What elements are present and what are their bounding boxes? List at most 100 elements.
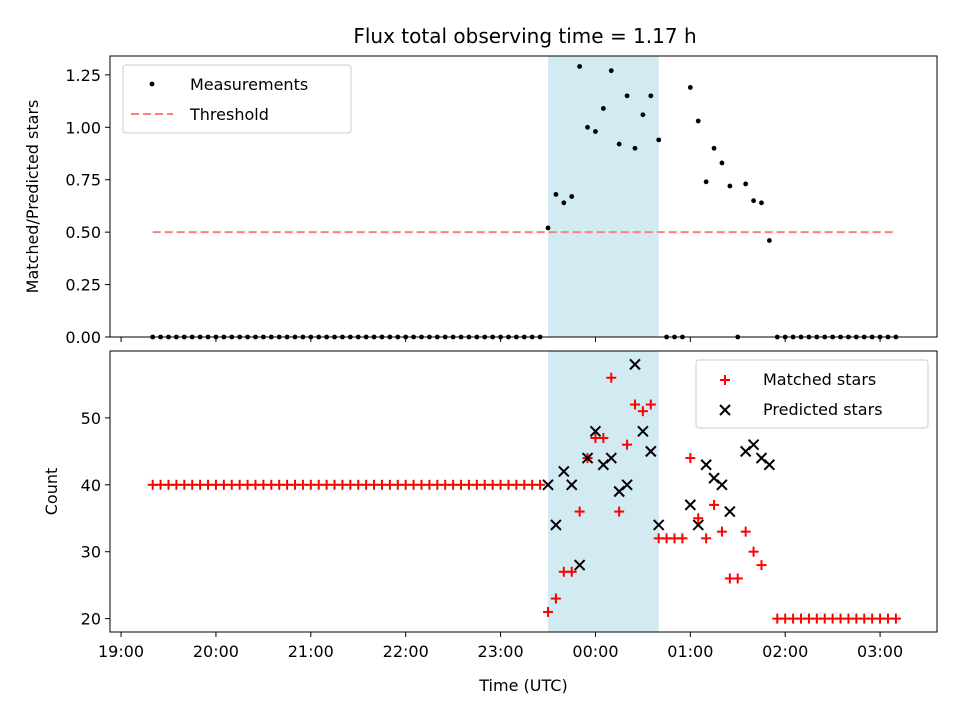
top-legend: Measurements Threshold (122, 64, 352, 134)
measurement-point-56 (593, 129, 598, 134)
predicted-point-15-b (684, 499, 697, 511)
chart-title: Flux total observing time = 1.17 h (353, 24, 696, 48)
matched-point-68 (685, 453, 696, 464)
bottom-y-tick-label-2: 40 (81, 476, 101, 495)
top-panel: 0.00 0.25 0.50 0.75 1.00 1.25 Matched/Predict… (23, 55, 938, 347)
predicted-point-12 (637, 425, 649, 437)
measurement-point-75 (743, 181, 749, 187)
measurement-point-69 (695, 118, 701, 124)
bottom-y-axis-label: Count (42, 468, 61, 516)
bottom-legend: Matched stars Predicted stars (695, 359, 929, 429)
measurement-point-60 (624, 93, 630, 99)
predicted-point-16-b (692, 519, 704, 531)
matched-point-60 (622, 439, 633, 450)
matched-point-51 (550, 593, 561, 604)
top-legend-box (122, 64, 352, 134)
predicted-point-3 (566, 479, 578, 491)
matched-point-54 (574, 506, 585, 517)
predicted-point-1 (550, 519, 562, 531)
top-y-tick-label-2: 0.50 (65, 223, 101, 242)
matched-point-58 (606, 372, 617, 383)
predicted-point-12-b (637, 425, 649, 437)
bottom-panel: 20 30 40 50 19:00 20:00 21:00 22:00 23:00 00:00 0… (42, 350, 938, 695)
measurement-point-52 (561, 200, 567, 206)
top-y-tick-label-1: 0.25 (65, 276, 101, 295)
matched-point-69 (693, 513, 704, 524)
matched-point-67 (677, 533, 688, 544)
matched-point-59 (614, 506, 625, 517)
measurement-point-57 (600, 106, 606, 111)
legend-predicted-marker (719, 404, 731, 416)
predicted-point-13-b (645, 445, 657, 458)
matched-point-57 (598, 432, 609, 443)
measurement-point-62 (640, 112, 646, 118)
matched-point-74 (732, 573, 743, 584)
matched-point-77 (756, 560, 767, 571)
bottom-x-ticks: 19:00 20:00 21:00 22:00 23:00 00:00 01:00 02:00… (98, 632, 903, 661)
predicted-point-13 (645, 445, 657, 458)
measurement-point-54 (577, 64, 583, 69)
bottom-y-tick-label-1: 30 (81, 543, 101, 562)
matched-point-61 (629, 399, 640, 410)
bottom-legend-box (695, 359, 929, 429)
predicted-point-5-b (581, 452, 594, 464)
matched-point-76 (748, 546, 759, 557)
predicted-point-10-b (621, 479, 633, 491)
measurement-point-55 (585, 124, 590, 130)
top-y-tick-label-3: 0.75 (65, 171, 101, 190)
matched-point-63 (645, 399, 656, 410)
legend-matched-marker (720, 375, 730, 385)
measurement-point-78 (766, 238, 772, 243)
bottom-x-tick-label-3: 22:00 (383, 642, 429, 661)
matched-point-71 (709, 499, 720, 510)
matched-point-70 (701, 533, 712, 544)
predicted-point-2 (558, 465, 570, 478)
measurement-point-72 (719, 160, 725, 166)
predicted-point-5 (581, 452, 594, 464)
predicted-point-4 (573, 559, 586, 571)
bottom-x-tick-label-7: 02:00 (762, 642, 808, 661)
predicted-point-17-b (700, 459, 712, 471)
measurement-point-59 (616, 141, 622, 147)
top-y-axis-label: Matched/Predicted stars (23, 100, 42, 294)
predicted-point-18-b (708, 472, 720, 484)
measurement-point-76 (751, 198, 756, 204)
predicted-point-20-b (724, 505, 736, 518)
predicted-point-16 (692, 519, 704, 531)
predicted-point-20 (724, 505, 736, 518)
matched-point-50 (543, 606, 554, 617)
bottom-x-tick-label-1: 20:00 (193, 642, 239, 661)
predicted-point-17 (700, 459, 712, 471)
measurement-point-51 (553, 192, 559, 197)
matched-point-72 (716, 526, 727, 537)
predicted-point-8-b (605, 452, 617, 464)
legend-matched-label: Matched stars (763, 370, 876, 389)
bottom-x-tick-label-0: 19:00 (98, 642, 144, 661)
measurement-point-77 (759, 200, 764, 206)
predicted-point-1-b (550, 519, 562, 531)
matched-point-75 (740, 526, 751, 537)
measurement-point-70 (703, 179, 709, 185)
bottom-x-tick-label-5: 00:00 (572, 642, 618, 661)
predicted-point-24 (763, 459, 776, 471)
predicted-point-15 (684, 499, 697, 511)
measurement-point-63 (648, 93, 654, 99)
top-y-ticks: 0.00 0.25 0.50 0.75 1.00 1.25 (65, 66, 110, 347)
top-x-ticks (120, 337, 881, 342)
matched-point-62 (637, 406, 648, 417)
predicted-point-6 (589, 425, 602, 437)
predicted-point-0-b (542, 479, 554, 491)
matched-point-53 (566, 566, 577, 577)
top-y-tick-label-4: 1.00 (65, 118, 101, 137)
bottom-x-tick-label-2: 21:00 (288, 642, 334, 661)
predicted-point-19-b (716, 479, 728, 491)
top-highlight-span (548, 56, 659, 337)
predicted-point-24-b (763, 459, 776, 471)
predicted-point-8 (605, 452, 617, 464)
predicted-point-6-b (589, 425, 602, 437)
measurement-point-50 (545, 225, 551, 231)
predicted-point-2-b (558, 465, 570, 478)
predicted-point-22-b (747, 438, 760, 451)
top-y-tick-label-5: 1.25 (65, 66, 101, 85)
